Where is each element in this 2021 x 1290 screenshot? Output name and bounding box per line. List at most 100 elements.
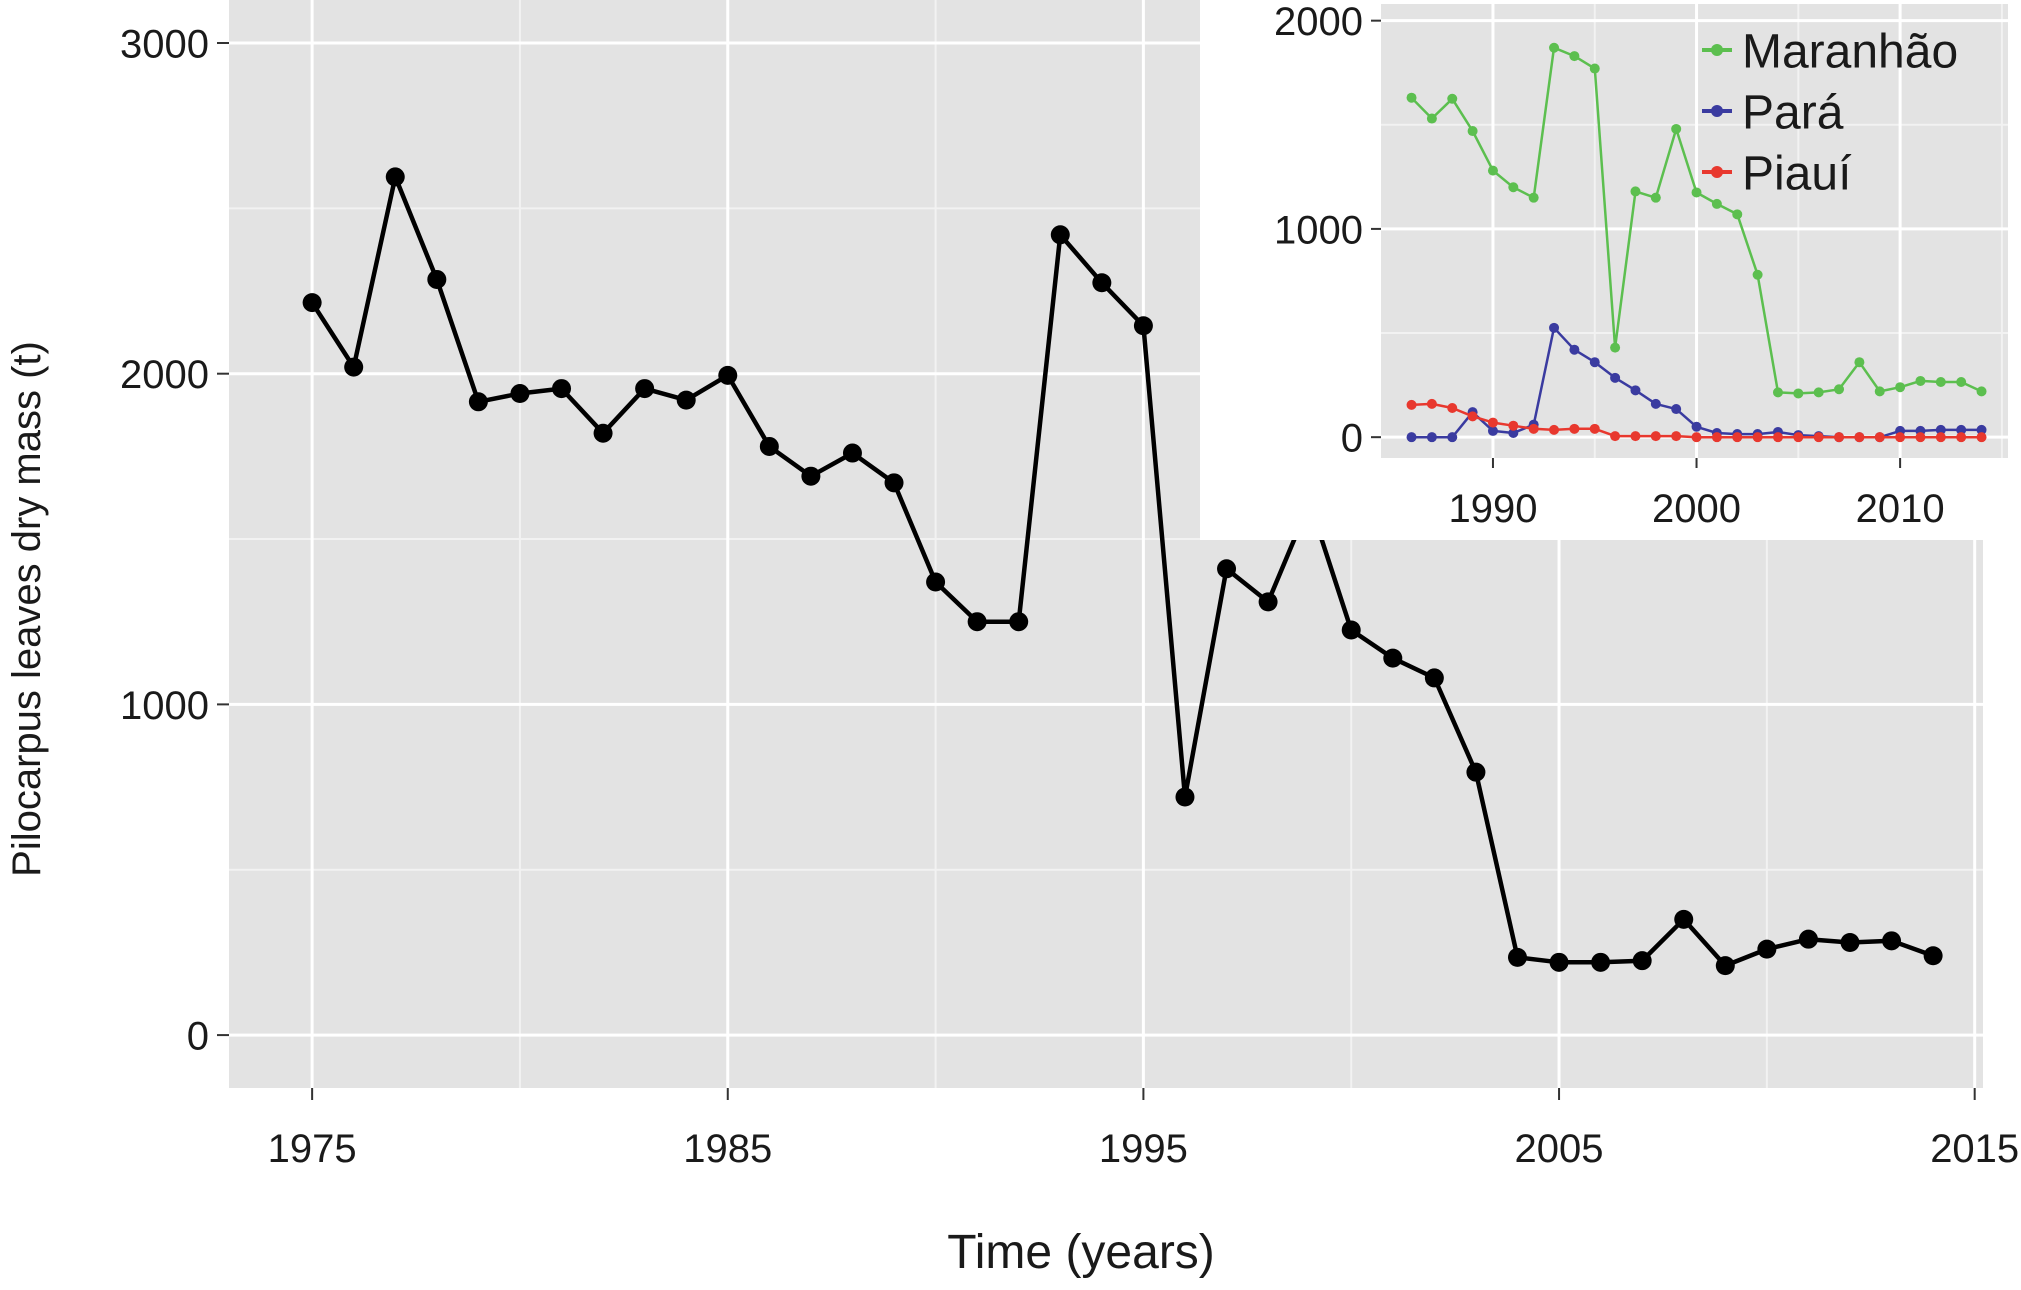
data-point <box>1935 424 1946 435</box>
data-point <box>1549 424 1560 435</box>
data-point <box>1798 929 1818 949</box>
data-point <box>510 384 530 404</box>
chart-1-x-tick-label: 1990 <box>1448 487 1537 531</box>
data-point <box>1175 787 1195 807</box>
data-point <box>1426 113 1437 124</box>
chart-1-y-tick-label: 2000 <box>1274 0 1363 44</box>
data-point <box>1508 420 1519 431</box>
data-point <box>1447 432 1458 443</box>
data-point <box>1447 403 1458 414</box>
data-point <box>1487 165 1498 176</box>
data-point <box>1923 946 1943 966</box>
data-point <box>1092 273 1112 293</box>
chart-0-y-tick-label: 3000 <box>120 22 209 66</box>
data-point <box>1467 411 1478 422</box>
data-point <box>1976 386 1987 397</box>
data-point <box>1956 432 1967 443</box>
data-point <box>1466 762 1486 782</box>
data-point <box>1632 951 1652 971</box>
y-axis-title: Pilocarpus leaves dry mass (t) <box>5 341 49 877</box>
data-point <box>344 357 364 377</box>
data-point <box>1854 357 1865 368</box>
data-point <box>1406 92 1417 103</box>
data-point <box>1406 432 1417 443</box>
data-point <box>1882 931 1902 951</box>
chart-0-x-tick-label: 1985 <box>683 1127 772 1171</box>
data-point <box>1589 357 1600 368</box>
data-point <box>1757 939 1777 959</box>
data-point <box>1813 432 1824 443</box>
data-point <box>1915 432 1926 443</box>
data-point <box>1732 432 1743 443</box>
data-point <box>427 269 447 289</box>
chart-1-y-tick-label: 1000 <box>1274 208 1363 252</box>
data-point <box>1854 432 1865 443</box>
chart-1-y-tick-label: 0 <box>1341 417 1363 461</box>
data-point <box>1691 432 1702 443</box>
data-point <box>1671 431 1682 442</box>
data-point <box>1711 432 1722 443</box>
data-point <box>1895 382 1906 393</box>
data-point <box>1840 932 1860 952</box>
data-point <box>1528 192 1539 203</box>
data-point <box>1508 182 1519 193</box>
data-point <box>1691 187 1702 198</box>
legend-swatch-point <box>1711 44 1723 56</box>
data-point <box>1610 431 1621 442</box>
legend-swatch-point <box>1711 105 1723 117</box>
data-point <box>1507 947 1527 967</box>
chart-0-y-tick-label: 0 <box>187 1014 209 1058</box>
data-point <box>1569 423 1580 434</box>
data-point <box>1630 431 1641 442</box>
data-point <box>1752 432 1763 443</box>
data-point <box>1956 424 1967 435</box>
data-point <box>1591 952 1611 972</box>
data-point <box>1050 225 1070 245</box>
data-point <box>1383 648 1403 668</box>
data-point <box>1009 612 1029 632</box>
data-point <box>1341 620 1361 640</box>
data-point <box>1813 387 1824 398</box>
data-point <box>1610 342 1621 353</box>
data-point <box>1976 432 1987 443</box>
data-point <box>1935 432 1946 443</box>
data-point <box>1630 186 1641 197</box>
data-point <box>1834 384 1845 395</box>
chart-0-y-tick-label: 2000 <box>120 353 209 397</box>
data-point <box>1549 42 1560 53</box>
data-point <box>1671 123 1682 134</box>
data-point <box>1508 428 1519 439</box>
legend-swatch-point <box>1711 166 1723 178</box>
chart-0-y-tick-label: 1000 <box>120 684 209 728</box>
data-point <box>967 612 987 632</box>
data-point <box>635 379 655 399</box>
data-point <box>1610 372 1621 383</box>
data-point <box>1487 425 1498 436</box>
chart-1-x-tick-label: 2000 <box>1652 487 1741 531</box>
data-point <box>1772 387 1783 398</box>
data-point <box>1674 909 1694 929</box>
data-point <box>926 572 946 592</box>
data-point <box>1691 421 1702 432</box>
chart-1-x-tick-label: 2010 <box>1856 487 1945 531</box>
data-point <box>552 379 572 399</box>
data-point <box>1528 423 1539 434</box>
legend-item-label: Pará <box>1742 86 1844 139</box>
series-0-0-line <box>310 174 1934 968</box>
data-point <box>1650 192 1661 203</box>
data-point <box>1447 93 1458 104</box>
data-point <box>1424 668 1444 688</box>
data-point <box>1467 126 1478 137</box>
data-point <box>1772 432 1783 443</box>
data-point <box>1793 388 1804 399</box>
data-point <box>1650 398 1661 409</box>
data-point <box>884 473 904 493</box>
data-point <box>1935 376 1946 387</box>
data-point <box>759 436 779 456</box>
data-point <box>1915 375 1926 386</box>
data-point <box>1630 385 1641 396</box>
data-point <box>1895 432 1906 443</box>
legend-item-label: Maranhão <box>1742 25 1958 78</box>
